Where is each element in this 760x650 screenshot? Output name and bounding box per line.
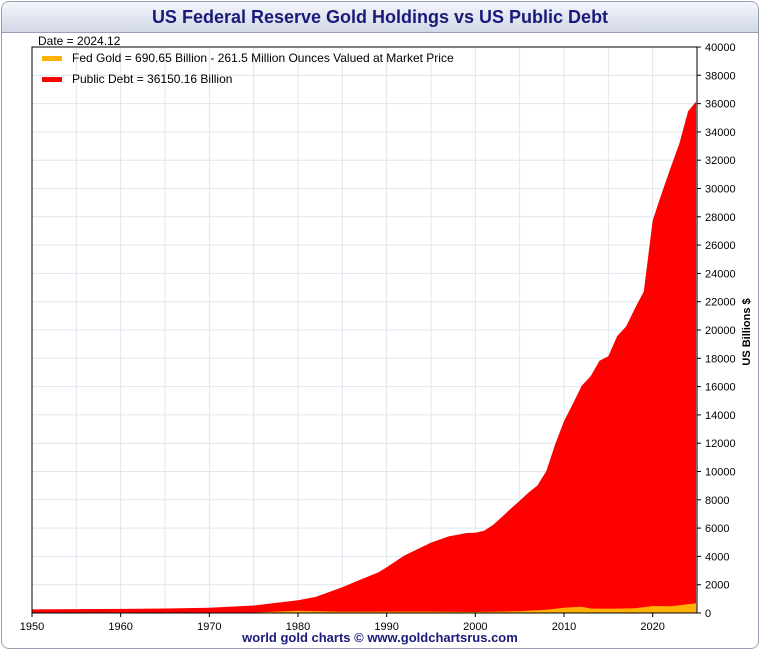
chart-title: US Federal Reserve Gold Holdings vs US P… <box>2 2 758 33</box>
y-tick-label: 8000 <box>705 495 729 507</box>
y-axis-label: US Billions $ <box>741 298 753 365</box>
y-tick-label: 34000 <box>705 127 736 139</box>
x-tick-label: 1970 <box>197 621 221 633</box>
y-tick-label: 36000 <box>705 99 736 111</box>
y-tick-label: 32000 <box>705 155 736 167</box>
y-tick-label: 20000 <box>705 325 736 337</box>
y-tick-label: 16000 <box>705 382 736 394</box>
x-tick-label: 1960 <box>108 621 132 633</box>
series-area-fed-gold <box>32 603 697 613</box>
y-axis: 0 2000 4000 6000 8000 10000 12000 14000 16000 180… <box>697 42 736 620</box>
y-tick-label: 10000 <box>705 467 736 479</box>
y-tick-label: 12000 <box>705 438 736 450</box>
x-tick-label: 1990 <box>374 621 398 633</box>
y-tick-label: 6000 <box>705 523 729 535</box>
x-tick-label: 2010 <box>552 621 576 633</box>
legend-swatch-public-debt <box>42 77 62 82</box>
x-tick-label: 1950 <box>20 621 44 633</box>
series-areas <box>32 101 697 613</box>
y-tick-label: 24000 <box>705 268 736 280</box>
x-tick-label: 2000 <box>463 621 487 633</box>
series-area-public-debt <box>32 101 697 613</box>
y-tick-label: 4000 <box>705 551 729 563</box>
y-tick-label: 14000 <box>705 410 736 422</box>
x-tick-label: 1980 <box>286 621 310 633</box>
y-tick-label: 22000 <box>705 297 736 309</box>
y-tick-label: 2000 <box>705 580 729 592</box>
y-tick-label: 40000 <box>705 42 736 54</box>
y-tick-label: 30000 <box>705 184 736 196</box>
y-tick-label: 0 <box>705 608 711 620</box>
x-tick-label: 2020 <box>640 621 664 633</box>
legend: Fed Gold = 690.65 Billion - 261.5 Millio… <box>42 51 454 86</box>
footer-credit: world gold charts © www.goldchartsrus.co… <box>242 630 518 645</box>
legend-label-public-debt: Public Debt = 36150.16 Billion <box>72 72 232 86</box>
y-tick-label: 38000 <box>705 70 736 82</box>
y-tick-label: 28000 <box>705 212 736 224</box>
x-axis: 1950 1960 1970 1980 1990 2000 2010 2020 <box>20 613 665 633</box>
y-tick-label: 26000 <box>705 240 736 252</box>
date-label: Date = 2024.12 <box>38 34 121 48</box>
y-tick-label: 18000 <box>705 353 736 365</box>
legend-swatch-fed-gold <box>42 56 62 61</box>
legend-label-fed-gold: Fed Gold = 690.65 Billion - 261.5 Millio… <box>72 51 454 65</box>
